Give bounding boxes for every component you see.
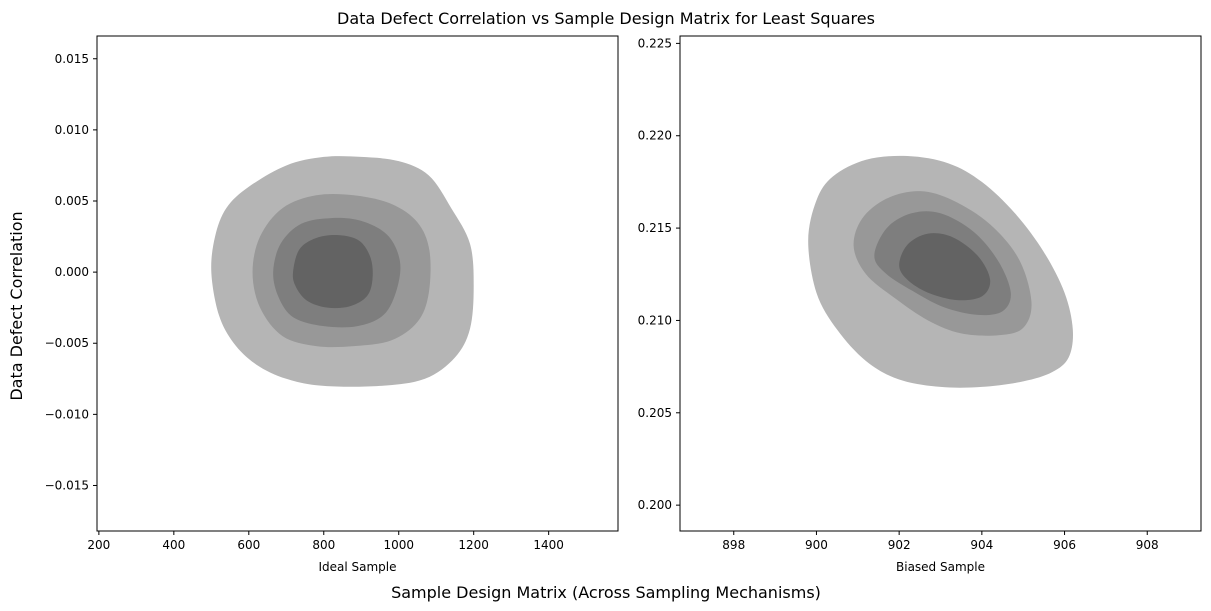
plot-panel-ideal-sample: 200 400 600 800 1000 1200 1400 −0.015 −0.010 −0.0… (45, 35, 619, 574)
y-tick-label: 0.010 (55, 123, 89, 137)
x-tick-label: 904 (970, 538, 993, 552)
x-tick-label: 902 (888, 538, 911, 552)
y-tick-label: 0.210 (638, 313, 672, 327)
x-axis-label: Biased Sample (896, 560, 985, 574)
y-tick-label: 0.200 (638, 498, 672, 512)
y-tick-label: 0.225 (638, 36, 672, 50)
x-tick-label: 1400 (533, 538, 564, 552)
x-tick-label: 200 (87, 538, 110, 552)
x-tick-label: 600 (237, 538, 260, 552)
y-tick-label: −0.010 (45, 407, 89, 421)
y-tick-label: −0.015 (45, 478, 89, 492)
x-tick-label: 400 (162, 538, 185, 552)
y-tick-label: 0.005 (55, 194, 89, 208)
x-tick-label: 906 (1053, 538, 1076, 552)
y-tick-label: −0.005 (45, 336, 89, 350)
axes-frame (679, 35, 1202, 532)
density-contour-level-4 (292, 235, 373, 309)
axes-frame (96, 35, 619, 532)
figure-title: Data Defect Correlation vs Sample Design… (337, 9, 875, 28)
y-tick-label: 0.000 (55, 265, 89, 279)
y-tick-label: 0.215 (638, 221, 672, 235)
y-tick-label: 0.205 (638, 406, 672, 420)
figure-y-label: Data Defect Correlation (7, 211, 26, 400)
x-tick-label: 908 (1136, 538, 1159, 552)
figure-x-label: Sample Design Matrix (Across Sampling Me… (391, 583, 821, 602)
x-axis-label: Ideal Sample (318, 560, 396, 574)
x-tick-label: 898 (722, 538, 745, 552)
y-tick-label: 0.015 (55, 52, 89, 66)
y-tick-label: 0.220 (638, 129, 672, 143)
x-tick-label: 900 (805, 538, 828, 552)
x-tick-label: 800 (312, 538, 335, 552)
x-tick-label: 1000 (383, 538, 414, 552)
density-contour-level-4 (899, 233, 991, 301)
x-tick-label: 1200 (458, 538, 489, 552)
plot-panel-biased-sample: 898 900 902 904 906 908 0.200 0.205 0.210 0.215 0.… (638, 35, 1202, 574)
